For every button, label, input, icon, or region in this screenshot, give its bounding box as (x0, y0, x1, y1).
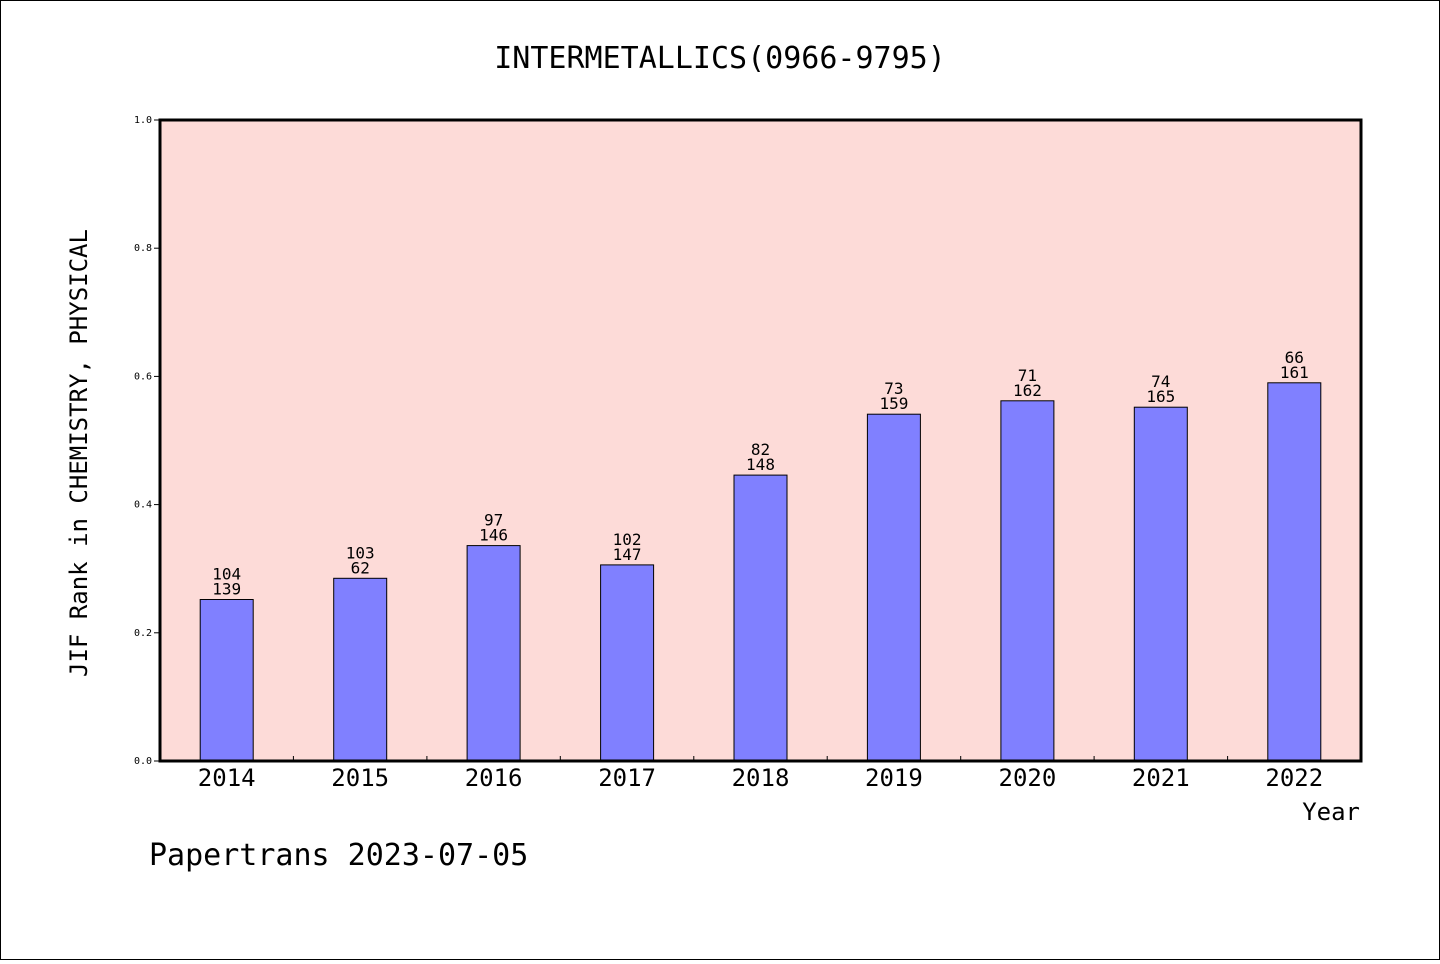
bar-label-top-2022: 66 (1285, 348, 1304, 367)
bar-label-top-2019: 73 (884, 379, 903, 398)
bar-label-bottom-2021: 165 (1146, 387, 1175, 406)
x-tick-label-2019: 2019 (865, 764, 923, 792)
x-tick-label-2022: 2022 (1265, 764, 1323, 792)
bar-label-top-2018: 82 (751, 440, 770, 459)
bar-label-bottom-2022: 161 (1280, 363, 1309, 382)
bar-2014 (199, 599, 254, 762)
bar-label-bottom-2016: 146 (479, 526, 508, 545)
y-tick-label-0.4: 0.4 (134, 500, 152, 511)
y-tick-label-0.8: 0.8 (134, 243, 152, 254)
bar-2019 (866, 413, 921, 762)
bar-2016 (466, 545, 521, 762)
bar-label-top-2016: 97 (484, 511, 503, 530)
bar-2017 (600, 564, 655, 762)
x-tick-label-2014: 2014 (198, 764, 256, 792)
x-tick-label-2016: 2016 (465, 764, 523, 792)
y-tick-label-0.0: 0.0 (134, 756, 152, 767)
bar-label-top-2015: 103 (346, 543, 375, 562)
x-tick-label-2020: 2020 (999, 764, 1057, 792)
y-tick-label-1.0: 1.0 (134, 115, 152, 126)
bar-label-top-2014: 104 (212, 565, 241, 584)
y-tick-label-0.2: 0.2 (134, 628, 152, 639)
chart-title: INTERMETALLICS(0966-9795) (494, 41, 946, 76)
x-tick-label-2015: 2015 (331, 764, 389, 792)
x-axis-ticks: 2014 2015 2016 2017 2018 2019 2020 2021 2022 (198, 756, 1323, 792)
bar-2018 (733, 474, 788, 762)
bar-label-bottom-2019: 159 (879, 394, 908, 413)
bar-label-top-2021: 74 (1151, 372, 1170, 391)
bar-2022 (1267, 382, 1322, 762)
bar-label-bottom-2014: 139 (212, 580, 241, 599)
x-tick-label-2018: 2018 (732, 764, 790, 792)
bar-label-bottom-2015: 62 (351, 558, 370, 577)
x-tick-label-2017: 2017 (598, 764, 656, 792)
y-axis-label: JIF Rank in CHEMISTRY, PHYSICAL (65, 229, 93, 677)
bars-group (199, 382, 1322, 762)
bar-2015 (333, 577, 388, 762)
bar-label-bottom-2017: 147 (613, 545, 642, 564)
x-axis-label: Year (1302, 798, 1360, 826)
bar-label-bottom-2020: 162 (1013, 381, 1042, 400)
bar-label-top-2017: 102 (613, 530, 642, 549)
bar-label-top-2020: 71 (1018, 366, 1037, 385)
bar-2020 (1000, 400, 1055, 762)
bar-label-bottom-2018: 148 (746, 455, 775, 474)
x-tick-label-2021: 2021 (1132, 764, 1190, 792)
plot-border (158, 118, 1363, 763)
y-tick-label-0.6: 0.6 (134, 371, 152, 382)
footer-text: Papertrans 2023-07-05 (149, 838, 528, 873)
bar-2021 (1133, 406, 1188, 762)
y-axis-ticks: 0.0 0.2 0.4 0.6 0.8 1.0 (134, 115, 160, 767)
